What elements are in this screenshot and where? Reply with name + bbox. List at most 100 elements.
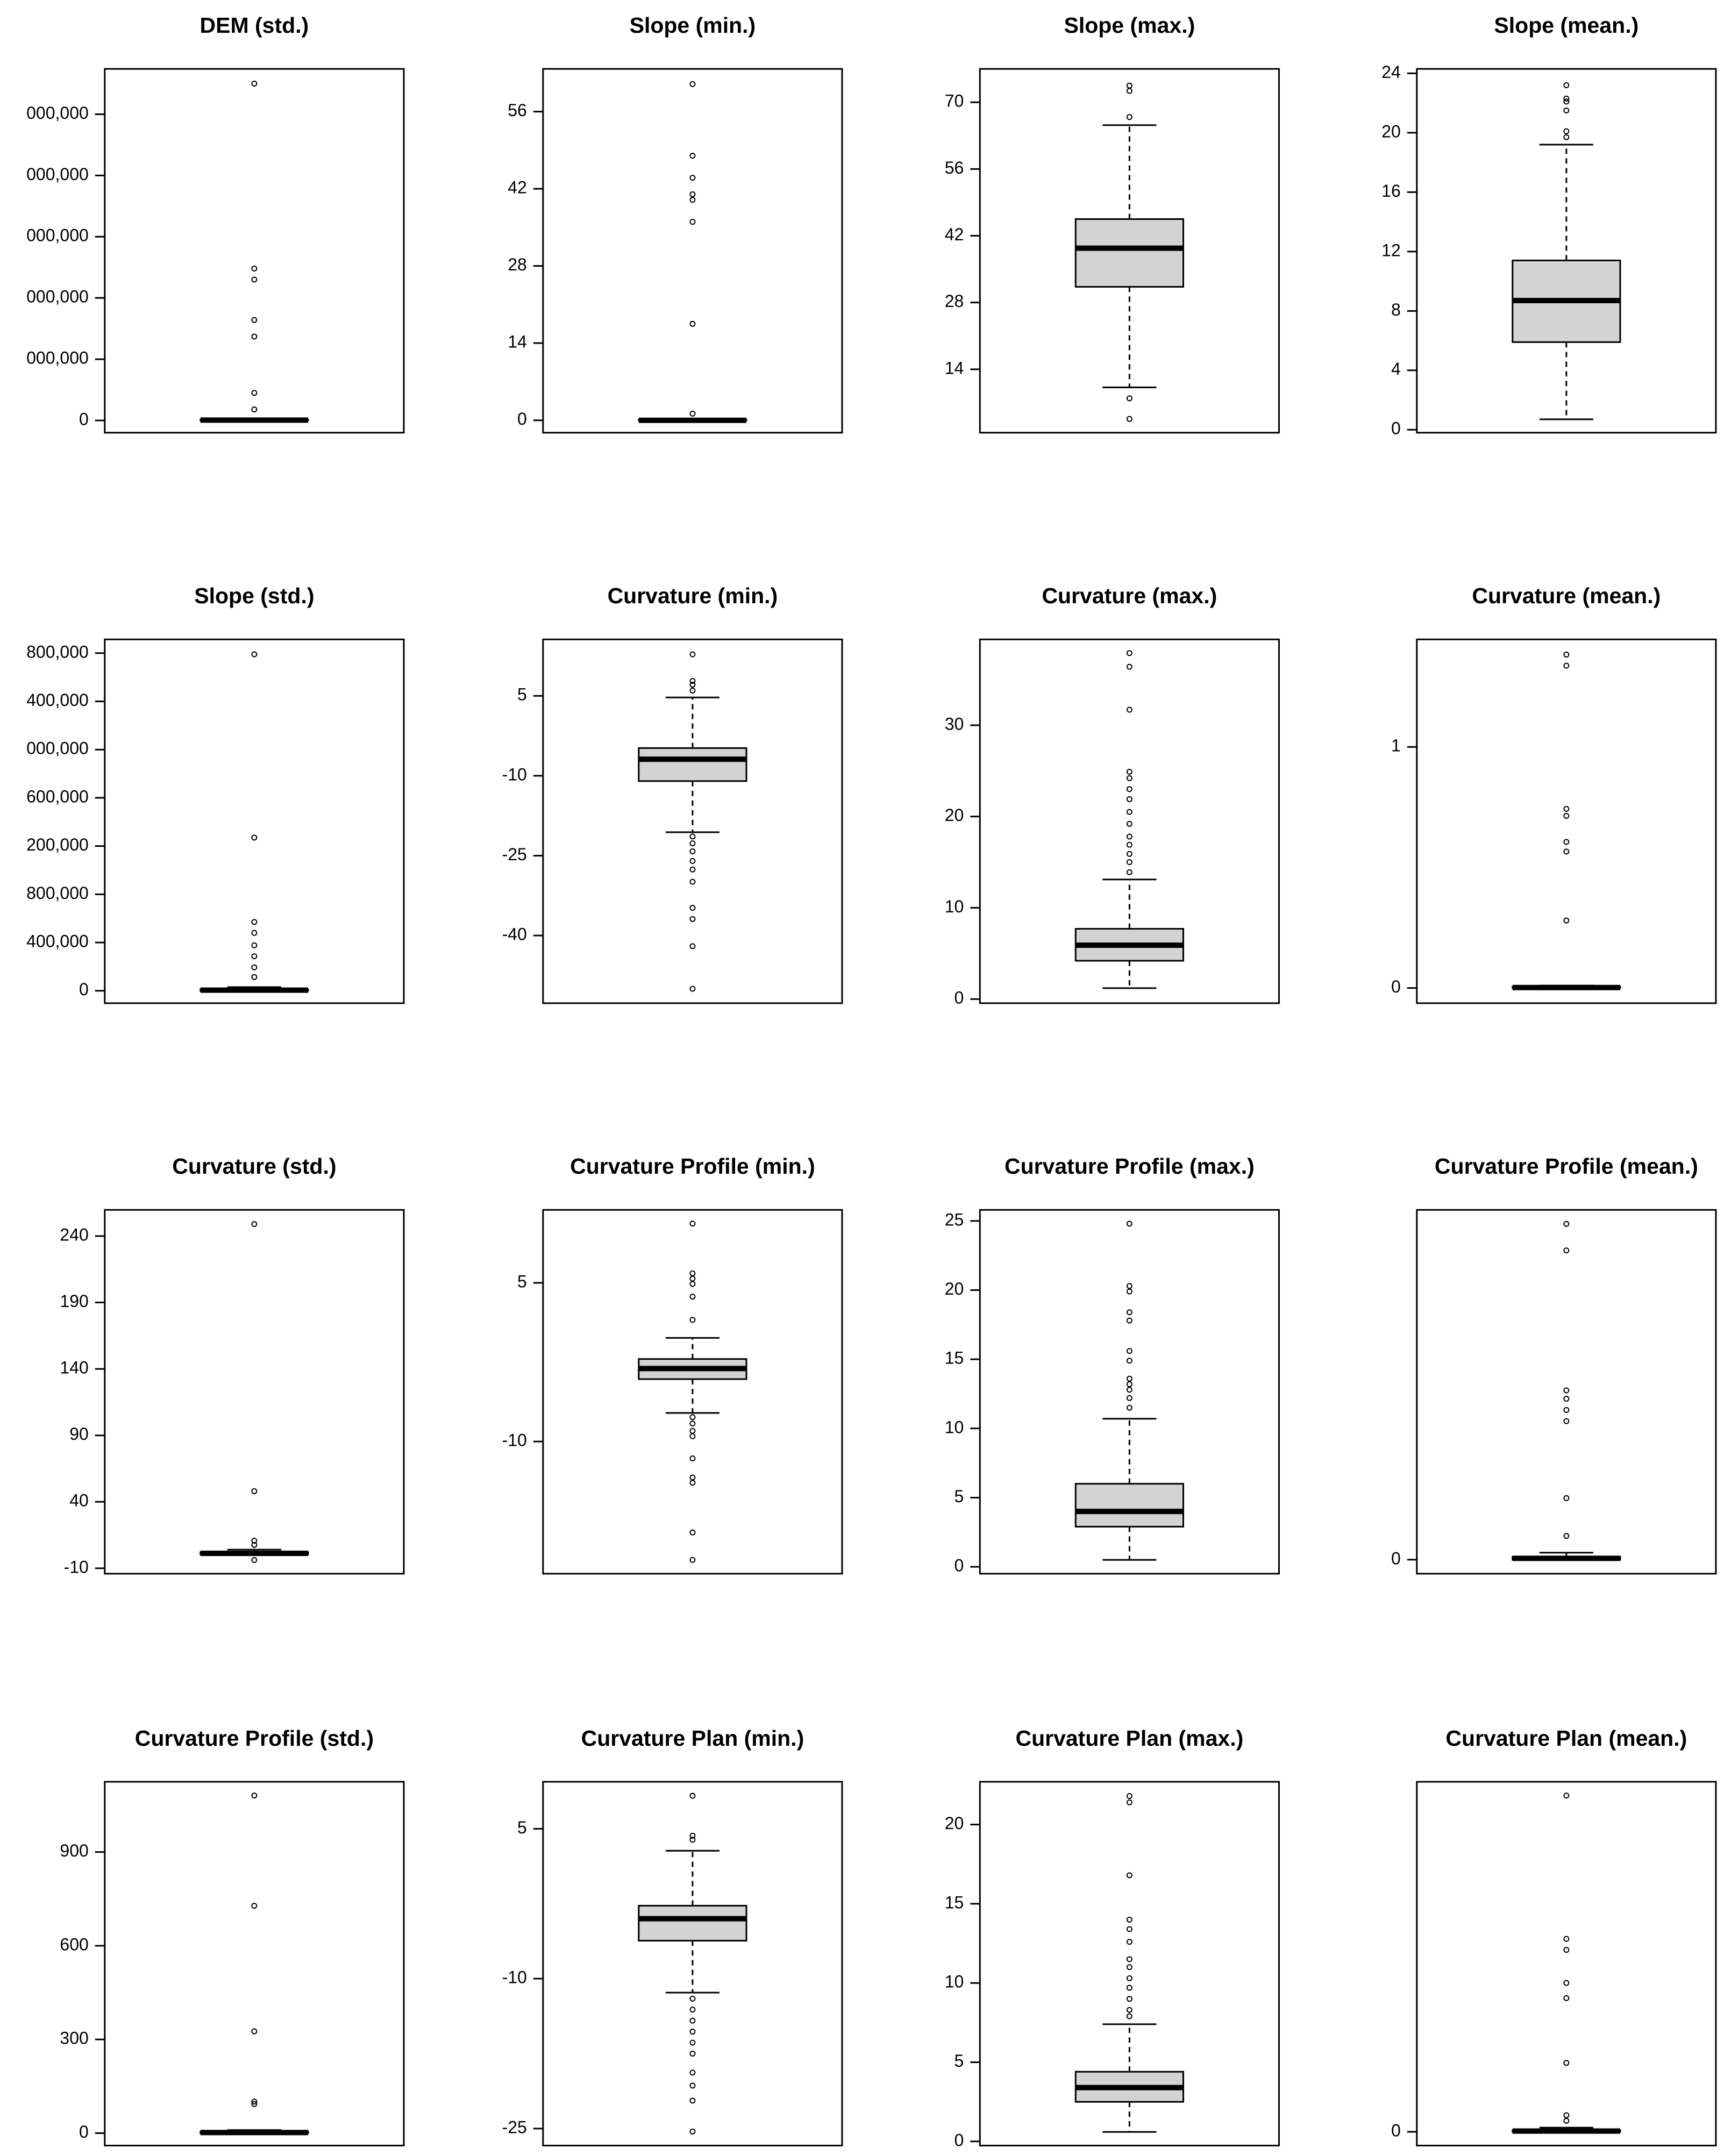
plot-frame xyxy=(542,68,843,434)
outlier xyxy=(1563,1793,1570,1799)
outlier xyxy=(689,320,696,327)
outlier xyxy=(1563,1947,1570,1953)
outlier xyxy=(1126,2007,1132,2013)
y-tick-label: 5 xyxy=(517,685,527,704)
outlier xyxy=(1126,1984,1132,1991)
outlier xyxy=(1126,1220,1132,1227)
outlier xyxy=(1563,1980,1570,1986)
y-tick-label: 20 xyxy=(945,1279,964,1298)
outlier xyxy=(689,1837,696,1843)
outlier xyxy=(1563,812,1570,819)
outlier xyxy=(1563,2112,1570,2118)
outlier xyxy=(1126,416,1132,422)
y-tick-label: 10 xyxy=(945,1417,964,1437)
outlier xyxy=(689,879,696,885)
y-tick-label: 800,000 xyxy=(26,883,89,903)
y-tick-label: -10 xyxy=(502,1968,527,1987)
y-tick-label: 0 xyxy=(1391,2121,1401,2140)
y-tick-label: 240 xyxy=(60,1225,88,1244)
outlier xyxy=(1126,1975,1132,1981)
y-tick-label: 16 xyxy=(1381,181,1401,201)
plot-frame xyxy=(104,68,405,434)
outlier xyxy=(1563,1407,1570,1413)
y-tick-label: 000,000 xyxy=(26,103,89,123)
outlier xyxy=(689,651,696,658)
plot-frame xyxy=(542,638,843,1004)
y-tick-label: 000,000 xyxy=(26,739,89,758)
outlier xyxy=(1563,662,1570,669)
outlier xyxy=(1126,1381,1132,1387)
outlier xyxy=(251,1903,258,1909)
panel-title: Curvature (std.) xyxy=(172,1154,336,1179)
outlier xyxy=(251,2028,258,2034)
y-tick-label: 42 xyxy=(945,225,964,244)
outlier xyxy=(1126,706,1132,713)
panel-title: Curvature (min.) xyxy=(608,583,778,608)
y-tick-label: 0 xyxy=(954,2130,964,2150)
y-tick-label: 15 xyxy=(945,1348,964,1368)
outlier xyxy=(1126,1939,1132,1945)
outlier xyxy=(1126,2013,1132,2019)
outlier xyxy=(251,1488,258,1494)
outlier xyxy=(251,276,258,283)
outlier xyxy=(1126,775,1132,781)
panel-title: Curvature Profile (mean.) xyxy=(1435,1154,1698,1179)
outlier xyxy=(251,930,258,936)
outlier xyxy=(689,1420,696,1427)
y-tick-label: 600,000 xyxy=(26,787,89,806)
outlier xyxy=(689,681,696,688)
y-tick-label: 5 xyxy=(517,1818,527,1837)
y-tick-label: 5 xyxy=(517,1272,527,1291)
outlier xyxy=(689,1275,696,1282)
outlier xyxy=(689,848,696,855)
outlier xyxy=(1563,1396,1570,1402)
outlier xyxy=(689,1995,696,2002)
panel-title: Curvature Plan (mean.) xyxy=(1445,1726,1687,1751)
y-tick-label: 0 xyxy=(79,409,89,429)
y-tick-label: 24 xyxy=(1381,62,1401,82)
outlier xyxy=(689,1557,696,1563)
outlier xyxy=(689,833,696,840)
outlier xyxy=(689,1270,696,1276)
y-tick-label: -25 xyxy=(502,2117,527,2137)
y-tick-label: 30 xyxy=(945,714,964,733)
outlier xyxy=(689,2039,696,2046)
outlier xyxy=(689,916,696,922)
outlier xyxy=(251,974,258,980)
outlier xyxy=(1563,1247,1570,1254)
y-tick-label: 15 xyxy=(945,1893,964,1912)
outlier xyxy=(689,866,696,873)
outlier xyxy=(1563,651,1570,658)
outlier xyxy=(1126,1283,1132,1289)
plot-frame xyxy=(1416,1209,1717,1575)
outlier xyxy=(1126,809,1132,815)
plot-frame xyxy=(104,638,405,1004)
panel-title: Slope (std.) xyxy=(194,583,314,608)
outlier xyxy=(251,1538,258,1544)
outlier xyxy=(1126,1916,1132,1923)
outlier xyxy=(1126,841,1132,848)
outlier xyxy=(689,2029,696,2035)
y-tick-label: 190 xyxy=(60,1291,88,1311)
outlier xyxy=(689,905,696,911)
outlier xyxy=(1126,1387,1132,1393)
outlier xyxy=(1126,859,1132,866)
outlier xyxy=(689,1281,696,1287)
outlier xyxy=(1563,1495,1570,1501)
y-tick-label: -10 xyxy=(502,1431,527,1450)
outlier xyxy=(689,2097,696,2104)
outlier xyxy=(251,317,258,323)
y-tick-label: 140 xyxy=(60,1358,88,1377)
outlier xyxy=(1563,95,1570,102)
outlier xyxy=(1563,2060,1570,2066)
outlier xyxy=(1563,134,1570,140)
panel-title: Slope (mean.) xyxy=(1494,13,1639,38)
outlier xyxy=(689,1793,696,1799)
outlier xyxy=(1126,1317,1132,1324)
y-tick-label: 1 xyxy=(1391,736,1401,755)
y-tick-label: 14 xyxy=(508,332,527,352)
outlier xyxy=(251,834,258,841)
y-tick-label: 8 xyxy=(1391,300,1401,319)
y-tick-label: 5 xyxy=(954,1487,964,1506)
panel-title: Curvature Profile (max.) xyxy=(1005,1154,1255,1179)
